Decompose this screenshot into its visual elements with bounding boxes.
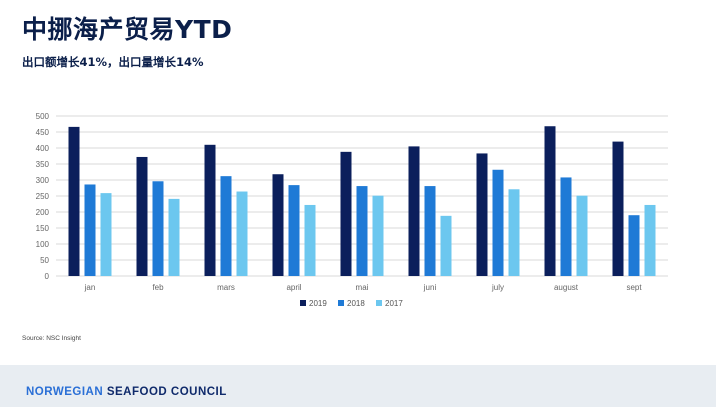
y-tick-label: 350	[36, 160, 50, 169]
bar-2018-july	[492, 169, 504, 276]
bar-2019-feb	[136, 156, 148, 276]
bar-2019-mai	[340, 151, 352, 276]
bar-2019-july	[476, 153, 488, 276]
legend-swatch-2017	[376, 300, 382, 306]
bar-2018-mars	[220, 176, 232, 276]
bar-2017-sept	[644, 204, 656, 276]
x-tick-label: juni	[423, 283, 437, 292]
page-subtitle: 出口额增长41%，出口量增长14%	[22, 55, 204, 69]
x-tick-label: august	[554, 283, 579, 292]
bar-2017-august	[576, 195, 588, 276]
bar-2019-april	[272, 174, 284, 276]
x-tick-label: july	[491, 283, 504, 292]
brand-name-part2: SEAFOOD COUNCIL	[106, 386, 227, 398]
y-tick-label: 150	[36, 224, 50, 233]
bar-2019-jan	[68, 126, 80, 276]
bar-2019-august	[544, 126, 556, 277]
chart-legend: 2019 2018 2017	[300, 299, 403, 308]
y-tick-label: 450	[36, 128, 50, 137]
y-tick-label: 250	[36, 192, 50, 201]
x-tick-label: mai	[356, 283, 369, 292]
legend-label: 2017	[385, 299, 403, 308]
source-note: Source: NSC Insight	[22, 335, 81, 342]
legend-swatch-2018	[338, 300, 344, 306]
y-tick-label: 400	[36, 144, 50, 153]
y-tick-label: 300	[36, 176, 50, 185]
bar-2017-jan	[100, 193, 112, 276]
page-title: 中挪海产贸易YTD	[22, 15, 233, 44]
bar-2017-juni	[440, 215, 452, 276]
bar-2017-feb	[168, 198, 180, 276]
legend-label: 2019	[309, 299, 327, 308]
y-tick-label: 0	[45, 272, 50, 281]
y-axis-ticks: 0 50 100 150 200 250 300 350 400 450 500	[36, 112, 50, 281]
bar-2018-august	[560, 177, 572, 276]
bar-2019-mars	[204, 144, 216, 276]
x-tick-label: mars	[217, 283, 235, 292]
legend-swatch-2019	[300, 300, 306, 306]
chart-bars	[68, 126, 656, 277]
x-tick-label: feb	[152, 283, 164, 292]
x-tick-label: april	[286, 283, 301, 292]
bar-chart: 0 50 100 150 200 250 300 350 400 450 500 jan feb mar…	[36, 112, 668, 308]
bar-2018-mai	[356, 186, 368, 276]
y-tick-label: 500	[36, 112, 50, 121]
brand-logo-text: NORWEGIAN SEAFOOD COUNCIL	[26, 386, 227, 398]
x-tick-label: sept	[626, 283, 642, 292]
bar-2019-juni	[408, 146, 420, 276]
bar-2018-april	[288, 185, 300, 276]
y-tick-label: 200	[36, 208, 50, 217]
bar-2019-sept	[612, 141, 624, 276]
x-tick-label: jan	[84, 283, 96, 292]
bar-2017-july	[508, 189, 520, 276]
footer-bar: NORWEGIAN SEAFOOD COUNCIL	[0, 365, 716, 407]
x-axis-ticks: jan feb mars april mai juni july august sept	[84, 283, 643, 292]
bar-2018-jan	[84, 184, 96, 276]
y-tick-label: 100	[36, 240, 50, 249]
brand-name-part1: NORWEGIAN	[26, 386, 104, 398]
bar-2017-mars	[236, 191, 248, 276]
legend-label: 2018	[347, 299, 365, 308]
bar-2017-mai	[372, 195, 384, 276]
bar-2018-sept	[628, 215, 640, 276]
y-tick-label: 50	[40, 256, 49, 265]
bar-2017-april	[304, 204, 316, 276]
bar-2018-feb	[152, 181, 164, 276]
bar-2018-juni	[424, 186, 436, 276]
